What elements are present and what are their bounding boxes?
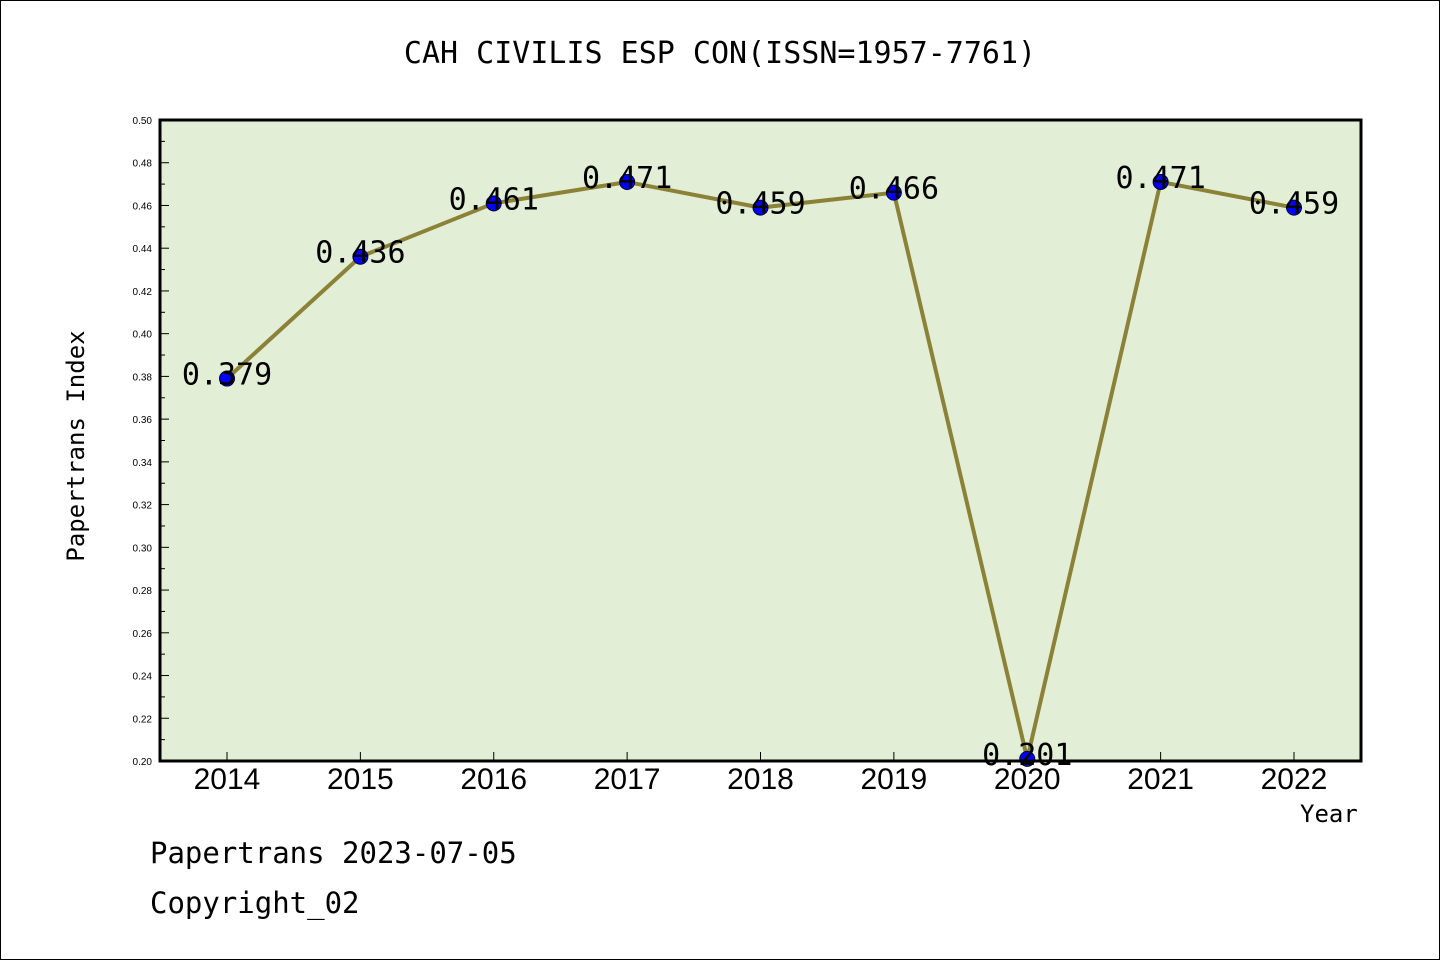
plot-area bbox=[160, 120, 1361, 761]
x-tick-label: 2018 bbox=[727, 763, 794, 796]
y-tick-label: 0.50 bbox=[133, 116, 153, 127]
y-tick-label: 0.30 bbox=[133, 543, 153, 554]
x-tick-label: 2017 bbox=[594, 763, 661, 796]
y-tick-label: 0.34 bbox=[133, 458, 153, 469]
y-tick-label: 0.22 bbox=[133, 714, 153, 725]
x-axis-label: Year bbox=[1300, 800, 1358, 828]
x-tick-label: 2019 bbox=[861, 763, 928, 796]
footer-copyright: Copyright_02 bbox=[150, 886, 360, 920]
y-tick-label: 0.38 bbox=[133, 372, 153, 383]
y-tick-label: 0.46 bbox=[133, 201, 153, 212]
data-point bbox=[885, 184, 902, 201]
x-tick-label: 2021 bbox=[1127, 763, 1194, 796]
y-tick-label: 0.44 bbox=[133, 244, 153, 255]
data-point bbox=[752, 199, 769, 216]
data-point bbox=[219, 370, 235, 387]
data-point bbox=[352, 248, 369, 265]
data-point bbox=[1286, 199, 1302, 216]
chart-title: CAH CIVILIS ESP CON(ISSN=1957-7761) bbox=[403, 36, 1037, 71]
data-labels: 0.379 0.436 0.461 0.471 0.459 0.466 0.201 0.471… bbox=[182, 161, 1339, 773]
data-label: 0.471 bbox=[1115, 161, 1205, 196]
x-tick-label: 2016 bbox=[460, 763, 527, 796]
y-tick-label: 0.42 bbox=[133, 287, 153, 298]
y-tick-label: 0.20 bbox=[133, 757, 153, 768]
series-group bbox=[219, 173, 1302, 767]
data-point bbox=[619, 173, 636, 190]
x-tick-label: 2020 bbox=[994, 763, 1061, 796]
data-point bbox=[1019, 750, 1036, 767]
data-point bbox=[1152, 173, 1169, 190]
data-label: 0.471 bbox=[582, 161, 672, 196]
y-tick-label: 0.32 bbox=[133, 501, 153, 512]
x-axis: 2014 2015 2016 2017 2018 2019 2020 2021 2022 bbox=[194, 752, 1328, 796]
y-tick-label: 0.40 bbox=[133, 330, 153, 341]
x-tick-label: 2022 bbox=[1261, 763, 1328, 796]
data-label: 0.459 bbox=[715, 187, 805, 222]
y-tick-label: 0.26 bbox=[133, 629, 153, 640]
data-label: 0.379 bbox=[182, 358, 272, 393]
data-label: 0.436 bbox=[315, 236, 405, 271]
data-label: 0.201 bbox=[982, 738, 1072, 773]
y-tick-label: 0.48 bbox=[133, 159, 153, 170]
y-tick-label: 0.28 bbox=[133, 586, 153, 597]
data-label: 0.461 bbox=[449, 182, 539, 217]
data-label: 0.466 bbox=[849, 172, 939, 207]
data-point bbox=[485, 195, 502, 212]
plot-border bbox=[158, 118, 1363, 763]
x-tick-label: 2015 bbox=[327, 763, 394, 796]
footer-date: Papertrans 2023-07-05 bbox=[150, 836, 517, 870]
x-tick-label: 2014 bbox=[194, 763, 261, 796]
y-tick-label: 0.36 bbox=[133, 415, 153, 426]
y-tick-label: 0.24 bbox=[133, 672, 153, 683]
data-label: 0.459 bbox=[1249, 187, 1339, 222]
